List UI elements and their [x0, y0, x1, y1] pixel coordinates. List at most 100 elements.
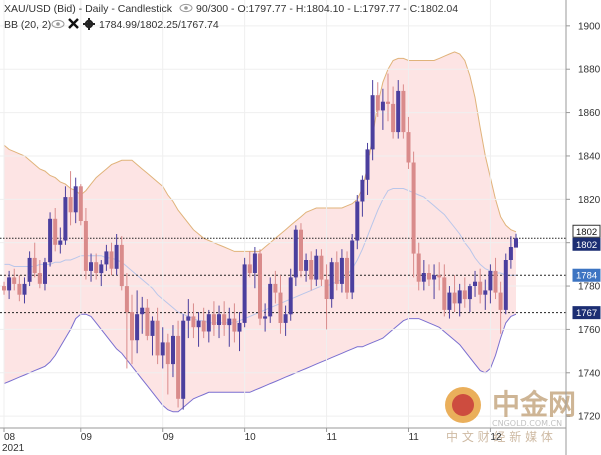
- candle-body: [493, 270, 498, 293]
- candle: [109, 242, 114, 276]
- candle-body: [304, 260, 309, 271]
- candle: [339, 249, 344, 293]
- candle-body: [196, 320, 201, 328]
- candle-body: [473, 281, 477, 286]
- candle: [176, 320, 181, 408]
- candle-body: [211, 314, 216, 325]
- instrument-title: XAU/USD (Bid) - Daily - Candlestick: [4, 3, 173, 15]
- candle: [488, 264, 493, 304]
- y-tick-label: 1740: [578, 368, 601, 379]
- visibility-eye-icon[interactable]: [179, 3, 193, 13]
- y-tick-label: 1780: [578, 282, 601, 293]
- indicator-eye-icon[interactable]: [51, 19, 65, 29]
- candle: [89, 253, 93, 282]
- candle-body: [206, 314, 211, 332]
- y-tick-label: 1760: [578, 325, 601, 336]
- price-tag-label: 1802: [576, 240, 597, 251]
- candle: [304, 253, 309, 282]
- candle-body: [217, 314, 221, 325]
- candle: [48, 212, 53, 267]
- price-tag-box: [572, 306, 601, 320]
- candle: [145, 299, 150, 341]
- indicator-close-icon[interactable]: [68, 18, 79, 29]
- candle-body: [160, 342, 165, 356]
- candle: [196, 312, 201, 347]
- candle-body: [32, 257, 37, 274]
- candle-body: [109, 251, 114, 269]
- candle-body: [339, 257, 344, 284]
- candle-body: [386, 101, 390, 104]
- candle: [237, 312, 242, 352]
- candle-body: [288, 277, 293, 315]
- candle-body: [232, 318, 237, 332]
- candle-body: [283, 314, 288, 323]
- candle-body: [104, 251, 109, 265]
- candle-body: [27, 257, 32, 282]
- candle: [242, 257, 247, 328]
- candles-layer: [2, 73, 518, 410]
- candle: [165, 333, 170, 395]
- candle: [191, 303, 196, 339]
- candle: [370, 80, 375, 161]
- candle: [171, 325, 175, 378]
- candle-body: [360, 179, 365, 202]
- candle: [206, 309, 211, 343]
- candle-body: [416, 253, 421, 282]
- candle: [37, 260, 42, 289]
- candle: [63, 186, 68, 245]
- watermark-subtitle: 中 文 财 经 新 媒 体: [446, 429, 553, 444]
- candle: [263, 303, 268, 332]
- candle-body: [22, 283, 27, 295]
- candle: [22, 277, 27, 304]
- candle: [32, 242, 37, 278]
- candle-body: [99, 264, 104, 274]
- candle-body: [176, 335, 181, 399]
- price-tag: 1802: [572, 237, 601, 251]
- candle: [467, 283, 472, 313]
- candle-body: [114, 244, 119, 269]
- candle: [78, 184, 83, 226]
- candle-body: [181, 320, 186, 399]
- indicator-settings-gear-icon[interactable]: [83, 18, 95, 30]
- candle-body: [37, 273, 42, 284]
- candle: [493, 257, 498, 300]
- candle-body: [237, 322, 242, 332]
- indicator-label: BB (20, 2): [4, 19, 51, 31]
- candle: [217, 305, 221, 339]
- x-axis-year-label: 2021: [2, 443, 25, 454]
- candle: [124, 273, 129, 369]
- price-tags: 1802 1802 1784 1767: [572, 224, 601, 320]
- candle-body: [12, 277, 17, 284]
- candle: [345, 251, 349, 300]
- reference-lines: [0, 237, 566, 314]
- candle: [268, 277, 273, 323]
- candle: [68, 171, 73, 226]
- watermark-logo-inner-icon: [452, 394, 474, 416]
- price-tag: 1802: [572, 224, 601, 238]
- candle: [140, 296, 145, 334]
- watermark-brand: 中金网: [492, 388, 576, 421]
- candle-body: [508, 247, 513, 260]
- candle-body: [498, 292, 503, 310]
- candle: [508, 236, 513, 269]
- candle: [211, 301, 216, 336]
- candle: [380, 88, 385, 130]
- candle-body: [247, 264, 252, 274]
- candle: [104, 244, 109, 271]
- y-tick-label: 1880: [578, 65, 601, 76]
- candle: [278, 275, 283, 334]
- candle: [411, 151, 416, 278]
- candle-body: [350, 240, 355, 293]
- grid-layer: [0, 0, 566, 428]
- candle-body: [145, 307, 150, 336]
- candle: [498, 281, 503, 334]
- candle: [160, 327, 165, 369]
- candle: [73, 177, 78, 224]
- candle: [227, 307, 232, 347]
- price-tag-label: 1767: [576, 308, 597, 319]
- candle-body: [319, 255, 324, 280]
- y-tick-label: 1820: [578, 195, 601, 206]
- candle-body: [406, 132, 411, 163]
- candle-body: [483, 290, 488, 295]
